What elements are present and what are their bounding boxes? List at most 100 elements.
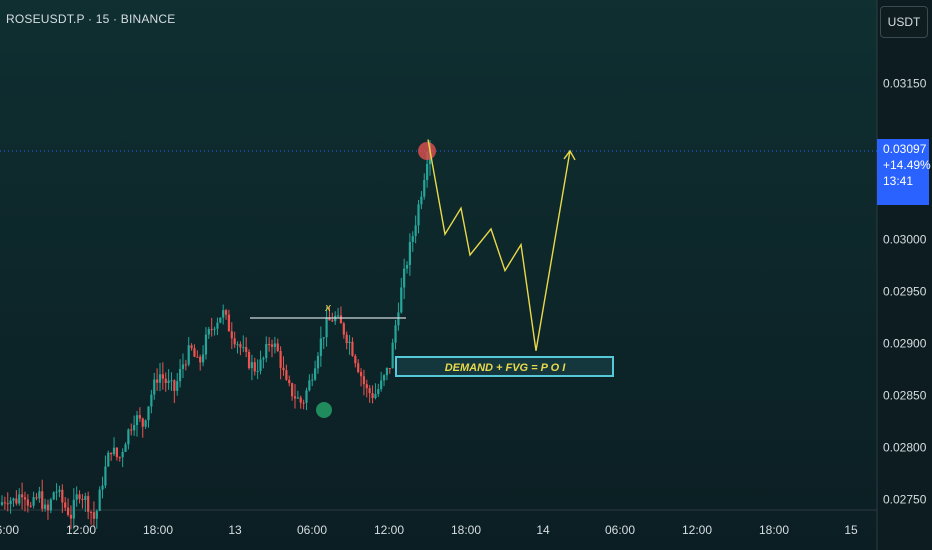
candle-50 <box>144 419 147 430</box>
candle-78 <box>224 308 228 320</box>
candle-99 <box>285 364 288 381</box>
candle-115 <box>331 312 334 322</box>
candle-75 <box>216 317 219 336</box>
symbol-title: ROSEUSDT.P · 15 · BINANCE <box>6 12 176 26</box>
candle-2 <box>6 492 9 512</box>
time-tick-3: 13 <box>228 523 242 537</box>
candle-20 <box>58 485 61 498</box>
candle-56 <box>161 362 164 390</box>
candle-8 <box>23 491 27 512</box>
candle-27 <box>78 490 81 504</box>
candle-106 <box>305 387 308 411</box>
price-tick-3: 0.02900 <box>883 336 927 350</box>
candle-64 <box>184 359 187 371</box>
candle-15 <box>43 498 47 512</box>
candle-52 <box>150 389 153 414</box>
candle-77 <box>222 304 225 325</box>
candle-37 <box>107 450 110 467</box>
candle-140 <box>403 258 406 300</box>
bar-countdown: 13:41 <box>883 174 914 188</box>
price-tick-5: 0.03000 <box>883 232 927 246</box>
candle-28 <box>81 494 84 509</box>
currency-unit-button[interactable]: USDT <box>880 6 928 38</box>
candle-4 <box>12 497 15 507</box>
candle-12 <box>35 493 38 501</box>
candle-30 <box>87 491 90 520</box>
candle-81 <box>233 331 236 348</box>
candle-74 <box>213 326 216 336</box>
candle-96 <box>276 338 279 353</box>
candle-92 <box>265 336 268 363</box>
candle-38 <box>110 452 113 461</box>
time-tick-0: 06:00 <box>0 523 19 537</box>
time-tick-1: 12:00 <box>66 523 96 537</box>
candle-100 <box>288 375 291 387</box>
candle-141 <box>405 261 409 274</box>
candle-110 <box>316 352 320 374</box>
candle-39 <box>112 437 116 456</box>
candle-53 <box>153 372 156 400</box>
candle-70 <box>201 345 205 367</box>
price-tick-4: 0.02950 <box>883 284 927 298</box>
candle-49 <box>141 417 144 438</box>
candle-9 <box>26 494 29 513</box>
candle-86 <box>247 349 251 370</box>
candle-109 <box>314 360 317 381</box>
candle-84 <box>242 335 245 353</box>
candle-3 <box>9 497 12 514</box>
candle-127 <box>365 379 368 398</box>
candle-47 <box>135 410 139 437</box>
candle-24 <box>69 505 73 530</box>
candle-137 <box>394 319 397 350</box>
candle-57 <box>164 372 167 392</box>
candle-35 <box>101 476 104 499</box>
candle-125 <box>359 368 363 387</box>
candle-142 <box>408 233 411 276</box>
candle-105 <box>302 399 305 410</box>
candle-34 <box>98 486 101 512</box>
price-tick-0: 0.02750 <box>883 493 927 507</box>
demand-zone-label: DEMAND + FVG = P O I <box>445 362 567 374</box>
candle-13 <box>38 486 41 503</box>
candle-107 <box>308 374 311 392</box>
candle-135 <box>388 368 391 374</box>
price-tick-6: 0.03150 <box>883 76 927 90</box>
candle-44 <box>127 428 130 450</box>
candle-61 <box>176 373 179 396</box>
candle-145 <box>417 200 420 234</box>
candle-17 <box>49 497 52 514</box>
time-tick-10: 18:00 <box>759 523 789 537</box>
candle-79 <box>227 309 231 332</box>
candle-71 <box>204 327 208 360</box>
candle-95 <box>273 336 276 354</box>
candle-48 <box>138 407 141 422</box>
candle-112 <box>322 337 325 350</box>
candle-138 <box>397 302 400 331</box>
candle-89 <box>256 359 259 380</box>
candle-18 <box>52 491 55 501</box>
time-tick-7: 14 <box>536 523 550 537</box>
breakout-label: x <box>324 302 331 314</box>
candle-134 <box>385 367 389 381</box>
candle-132 <box>380 371 383 392</box>
candle-118 <box>339 306 343 324</box>
candle-80 <box>230 322 233 350</box>
candle-68 <box>196 350 199 358</box>
demand-zone-box[interactable] <box>395 356 614 377</box>
price-change: +14.49% <box>883 158 931 172</box>
candle-21 <box>61 484 64 513</box>
candle-54 <box>156 368 159 391</box>
candle-147 <box>423 173 426 200</box>
candle-40 <box>115 447 118 461</box>
candle-41 <box>118 456 121 462</box>
candle-58 <box>167 369 170 390</box>
candle-72 <box>207 326 210 339</box>
candle-43 <box>124 442 127 452</box>
candle-1 <box>3 496 6 510</box>
candle-94 <box>270 339 274 358</box>
candle-85 <box>245 337 248 358</box>
candle-14 <box>41 479 44 512</box>
time-tick-11: 15 <box>844 523 858 537</box>
